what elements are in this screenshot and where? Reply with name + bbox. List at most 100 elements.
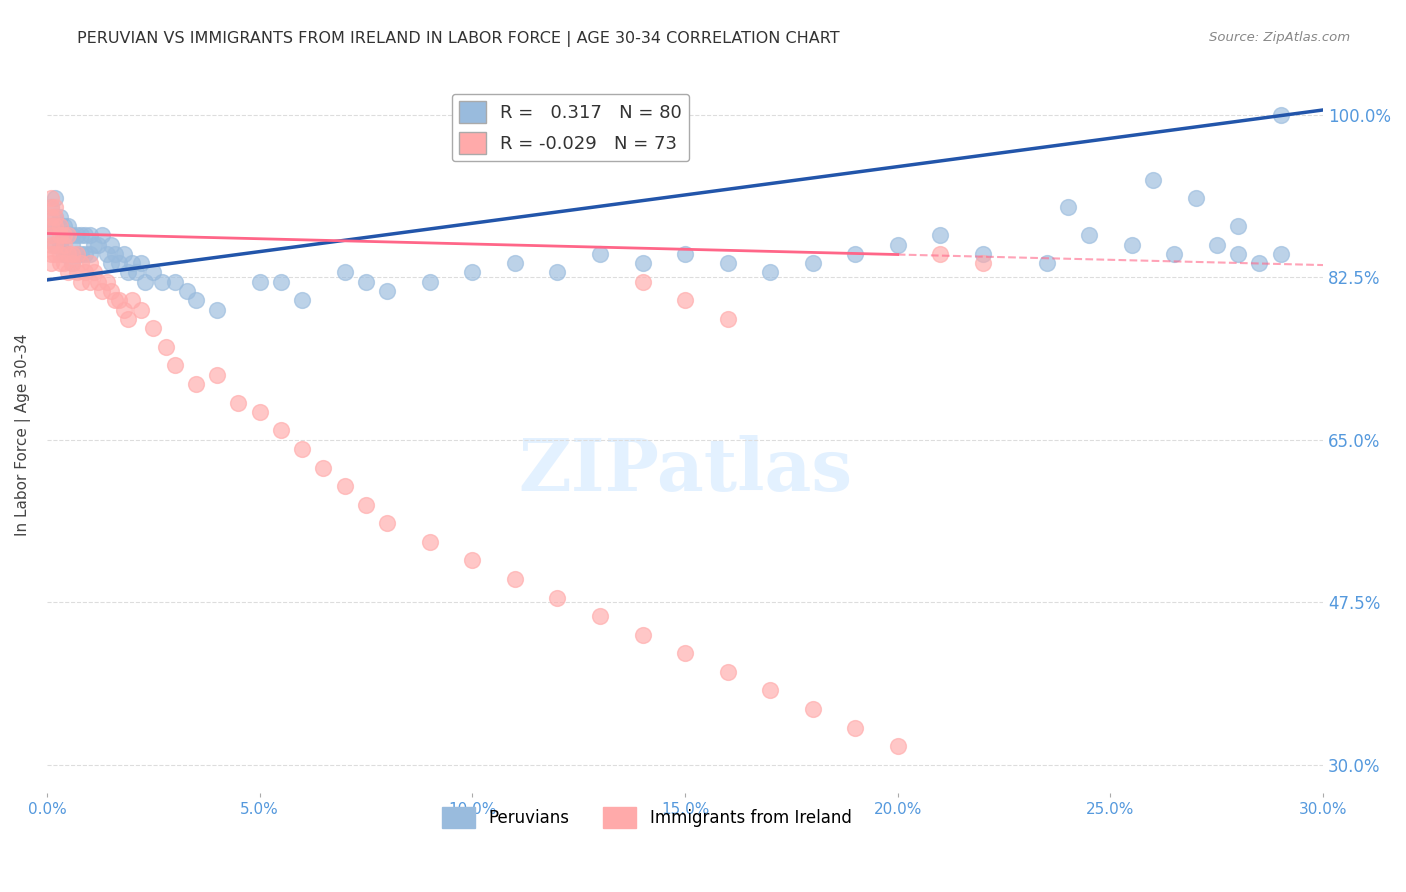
Point: [270, 275, 292, 289]
Point: [70, 256, 93, 270]
Point: [163, 359, 186, 373]
Point: [249, 275, 271, 289]
Point: [53, 237, 76, 252]
Point: [205, 302, 228, 317]
Point: [91, 284, 114, 298]
Point: [270, 424, 292, 438]
Point: [117, 312, 139, 326]
Point: [333, 479, 356, 493]
Point: [70, 275, 93, 289]
Point: [39, 191, 62, 205]
Point: [176, 284, 198, 298]
Y-axis label: In Labor Force | Age 30-34: In Labor Force | Age 30-34: [15, 334, 31, 536]
Point: [48, 228, 70, 243]
Point: [184, 293, 207, 308]
Point: [44, 219, 66, 233]
Point: [66, 228, 89, 243]
Point: [96, 275, 118, 289]
Point: [929, 247, 952, 261]
Point: [716, 256, 738, 270]
Point: [108, 256, 131, 270]
Point: [44, 201, 66, 215]
Text: PERUVIAN VS IMMIGRANTS FROM IRELAND IN LABOR FORCE | AGE 30-34 CORRELATION CHART: PERUVIAN VS IMMIGRANTS FROM IRELAND IN L…: [77, 31, 839, 47]
Point: [631, 256, 654, 270]
Text: ZIPatlas: ZIPatlas: [517, 435, 852, 507]
Point: [66, 247, 89, 261]
Point: [716, 312, 738, 326]
Point: [312, 460, 335, 475]
Point: [589, 247, 612, 261]
Point: [461, 553, 484, 567]
Point: [58, 219, 80, 233]
Point: [48, 210, 70, 224]
Point: [125, 265, 148, 279]
Point: [134, 275, 156, 289]
Point: [39, 219, 62, 233]
Point: [66, 247, 89, 261]
Point: [39, 228, 62, 243]
Point: [44, 210, 66, 224]
Point: [75, 228, 97, 243]
Point: [375, 284, 398, 298]
Point: [291, 293, 314, 308]
Point: [53, 228, 76, 243]
Point: [972, 256, 994, 270]
Point: [75, 265, 97, 279]
Point: [354, 498, 377, 512]
Point: [39, 210, 62, 224]
Point: [142, 321, 165, 335]
Point: [104, 293, 127, 308]
Point: [39, 201, 62, 215]
Point: [461, 265, 484, 279]
Point: [1121, 237, 1143, 252]
Point: [79, 256, 101, 270]
Point: [631, 628, 654, 642]
Point: [62, 247, 84, 261]
Point: [129, 256, 152, 270]
Point: [716, 665, 738, 679]
Point: [44, 237, 66, 252]
Point: [589, 609, 612, 624]
Point: [163, 275, 186, 289]
Point: [39, 219, 62, 233]
Point: [39, 256, 62, 270]
Point: [1057, 201, 1080, 215]
Point: [39, 237, 62, 252]
Point: [62, 228, 84, 243]
Point: [546, 265, 568, 279]
Point: [104, 247, 127, 261]
Point: [887, 237, 910, 252]
Point: [844, 721, 866, 735]
Point: [1078, 228, 1101, 243]
Point: [759, 265, 782, 279]
Point: [1227, 219, 1250, 233]
Point: [48, 247, 70, 261]
Point: [100, 256, 122, 270]
Point: [1142, 172, 1164, 186]
Point: [929, 228, 952, 243]
Point: [53, 228, 76, 243]
Point: [79, 228, 101, 243]
Point: [39, 247, 62, 261]
Point: [121, 256, 143, 270]
Point: [70, 247, 93, 261]
Point: [129, 302, 152, 317]
Point: [75, 247, 97, 261]
Point: [83, 265, 105, 279]
Point: [419, 275, 441, 289]
Point: [419, 534, 441, 549]
Point: [503, 572, 526, 586]
Point: [673, 293, 696, 308]
Point: [972, 247, 994, 261]
Point: [121, 293, 143, 308]
Point: [62, 256, 84, 270]
Point: [844, 247, 866, 261]
Point: [58, 265, 80, 279]
Point: [53, 247, 76, 261]
Point: [48, 219, 70, 233]
Point: [62, 256, 84, 270]
Point: [53, 219, 76, 233]
Point: [249, 405, 271, 419]
Point: [100, 284, 122, 298]
Point: [44, 247, 66, 261]
